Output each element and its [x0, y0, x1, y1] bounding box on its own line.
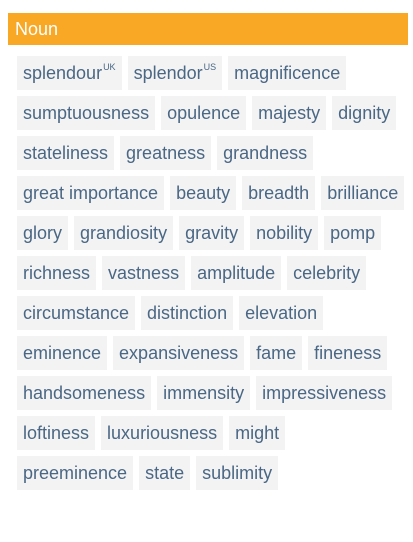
synonym-chip[interactable]: immensity: [157, 376, 251, 410]
synonym-chip[interactable]: grandness: [217, 136, 314, 170]
synonym-word: breadth: [248, 183, 310, 203]
synonym-word: fame: [256, 343, 297, 363]
synonym-word: immensity: [163, 383, 245, 403]
synonym-chip[interactable]: dignity: [332, 96, 397, 130]
synonym-chip[interactable]: luxuriousness: [101, 416, 224, 450]
synonym-word: vastness: [108, 263, 180, 283]
synonym-chip[interactable]: elevation: [239, 296, 324, 330]
synonym-chip[interactable]: opulence: [161, 96, 247, 130]
synonym-word: stateliness: [23, 143, 109, 163]
synonym-word: circumstance: [23, 303, 130, 323]
synonym-word: great importance: [23, 183, 159, 203]
synonym-chip[interactable]: nobility: [250, 216, 319, 250]
synonym-chip[interactable]: great importance: [17, 176, 165, 210]
synonym-chip[interactable]: handsomeness: [17, 376, 152, 410]
synonym-word: brilliance: [327, 183, 399, 203]
synonym-word: expansiveness: [119, 343, 239, 363]
synonym-chip[interactable]: fineness: [308, 336, 388, 370]
synonym-word: distinction: [147, 303, 228, 323]
synonym-word: impressiveness: [262, 383, 387, 403]
synonym-word: dignity: [338, 103, 391, 123]
synonym-chip[interactable]: might: [229, 416, 286, 450]
synonym-chip[interactable]: fame: [250, 336, 303, 370]
synonym-word: majesty: [258, 103, 321, 123]
section-header-noun: Noun: [8, 13, 408, 45]
synonym-chip[interactable]: impressiveness: [256, 376, 393, 410]
synonym-chip[interactable]: pomp: [324, 216, 382, 250]
synonym-chip[interactable]: majesty: [252, 96, 327, 130]
synonym-chip[interactable]: eminence: [17, 336, 108, 370]
synonym-chip[interactable]: preeminence: [17, 456, 134, 490]
synonym-word: gravity: [185, 223, 239, 243]
section-title: Noun: [15, 19, 59, 39]
synonym-chip[interactable]: state: [139, 456, 191, 490]
synonym-chip[interactable]: circumstance: [17, 296, 136, 330]
synonym-word: sumptuousness: [23, 103, 150, 123]
synonym-chip[interactable]: gravity: [179, 216, 245, 250]
synonym-chip[interactable]: amplitude: [191, 256, 282, 290]
region-label: US: [203, 62, 217, 72]
synonym-word: greatness: [126, 143, 206, 163]
synonym-chip[interactable]: greatness: [120, 136, 212, 170]
synonym-word: celebrity: [293, 263, 361, 283]
synonym-chip[interactable]: magnificence: [228, 56, 347, 90]
synonym-chip[interactable]: vastness: [102, 256, 186, 290]
synonym-chip[interactable]: brilliance: [321, 176, 405, 210]
synonym-word: opulence: [167, 103, 241, 123]
synonym-word: splendor: [133, 63, 203, 83]
synonym-chip[interactable]: glory: [17, 216, 69, 250]
synonym-word: pomp: [330, 223, 376, 243]
synonym-chip[interactable]: richness: [17, 256, 97, 290]
synonym-chip[interactable]: sublimity: [196, 456, 279, 490]
synonym-word: splendour: [23, 63, 103, 83]
synonym-chip[interactable]: loftiness: [17, 416, 96, 450]
synonym-word: grandiosity: [80, 223, 168, 243]
synonym-word: sublimity: [202, 463, 273, 483]
synonym-word: beauty: [176, 183, 231, 203]
synonym-word: might: [235, 423, 280, 443]
region-label: UK: [103, 62, 116, 72]
synonym-word: elevation: [245, 303, 318, 323]
synonym-chip[interactable]: distinction: [141, 296, 234, 330]
synonym-chip[interactable]: beauty: [170, 176, 237, 210]
synonym-word: grandness: [223, 143, 308, 163]
synonym-word: fineness: [314, 343, 382, 363]
synonym-chip[interactable]: expansiveness: [113, 336, 245, 370]
synonym-word: glory: [23, 223, 63, 243]
synonym-chip[interactable]: grandiosity: [74, 216, 174, 250]
synonym-word: eminence: [23, 343, 102, 363]
synonym-list: splendourUK splendorUS magnificence sumptuo…: [17, 56, 407, 490]
synonym-word: magnificence: [234, 63, 341, 83]
synonym-word: amplitude: [197, 263, 276, 283]
synonym-word: state: [145, 463, 185, 483]
synonym-chip[interactable]: breadth: [242, 176, 316, 210]
synonym-chip[interactable]: celebrity: [287, 256, 367, 290]
synonym-word: handsomeness: [23, 383, 146, 403]
synonym-word: preeminence: [23, 463, 128, 483]
synonym-chip[interactable]: stateliness: [17, 136, 115, 170]
synonym-word: luxuriousness: [107, 423, 218, 443]
synonym-chip[interactable]: sumptuousness: [17, 96, 156, 130]
synonym-word: richness: [23, 263, 91, 283]
synonym-chip[interactable]: splendourUK: [17, 56, 122, 90]
synonym-word: nobility: [256, 223, 313, 243]
synonym-word: loftiness: [23, 423, 90, 443]
synonym-chip[interactable]: splendorUS: [127, 56, 223, 90]
